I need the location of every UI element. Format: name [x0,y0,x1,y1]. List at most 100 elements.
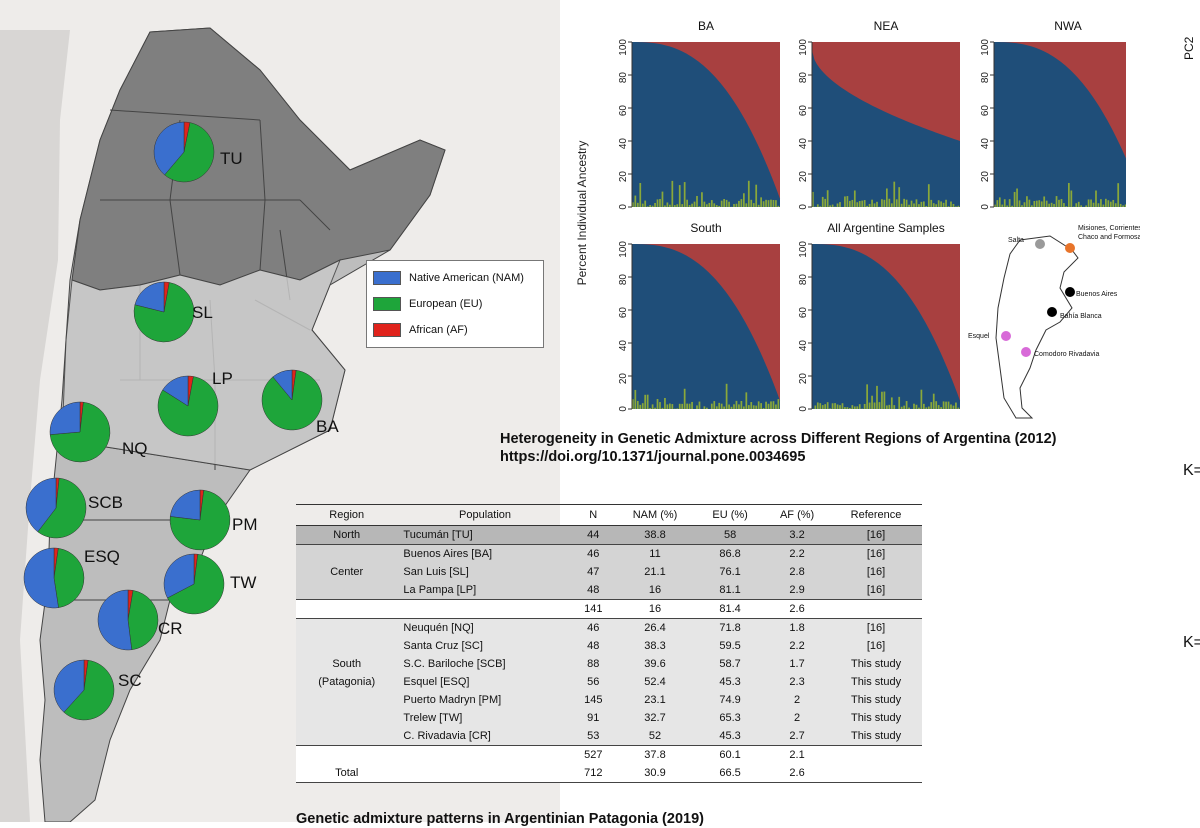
african-bar [945,200,947,207]
african-bar [667,404,669,409]
table-cell: Center [296,563,397,581]
african-bar [1107,200,1109,207]
legend-entry-af: African (AF) [373,323,468,337]
african-bar [1112,200,1114,207]
african-bar [916,405,918,409]
inset-city-1: Misiones, Corrientes,Chaco and Formosa [1065,225,1140,253]
pie-label-tw: TW [230,573,256,592]
african-bar [743,193,745,207]
y-tick-label: 80 [798,72,809,84]
y-tick-label: 20 [798,171,809,183]
y-tick-label: 100 [618,39,629,56]
african-bar [1070,190,1072,207]
table-cell: Neuquén [NQ] [397,619,572,638]
table-cell: 52.4 [614,673,696,691]
table-cell: 74.9 [696,691,764,709]
legend-swatch-af [373,323,401,337]
y-tick-label: 80 [980,72,991,84]
african-bar [856,406,858,409]
african-bar [711,404,713,409]
y-tick-label: 100 [618,241,629,258]
table-cell: San Luis [SL] [397,563,572,581]
african-bar [701,192,703,207]
table-cell: C. Rivadavia [CR] [397,727,572,746]
table-cell: 91 [573,709,614,727]
y-tick-label: 80 [798,274,809,286]
african-bar [770,401,772,409]
african-bar [1048,204,1050,207]
african-bar [1117,183,1119,207]
african-bar [1122,205,1124,207]
african-bar [876,202,878,207]
inset-city-label: Misiones, Corrientes,Chaco and Formosa [1078,225,1140,241]
african-bar [1033,201,1035,207]
table-cell: 2.1 [764,746,830,765]
inset-city-4: Esquel [968,331,1011,341]
african-bar [684,182,686,207]
table-cell: This study [830,727,922,746]
african-bar [659,402,661,409]
inset-city-dot [1065,287,1075,297]
african-bar [871,396,873,409]
table-cell: 44 [573,526,614,545]
african-bar [768,404,770,409]
table-cell: 45.3 [696,673,764,691]
african-bar [1063,203,1065,207]
african-bar [775,200,777,207]
african-bar [634,390,636,409]
african-bar [921,390,923,409]
table-cell: Trelew [TW] [397,709,572,727]
african-bar [760,403,762,409]
african-bar [676,204,678,207]
african-bar [755,406,757,409]
african-bar [1001,205,1003,207]
african-bar [765,200,767,207]
african-bar [891,397,893,409]
table-cell: 32.7 [614,709,696,727]
legend-label-eu: European (EU) [409,298,482,310]
admixture-panel-title-4: All Argentine Samples [827,221,944,235]
african-bar [704,202,706,207]
table-header-cell: N [573,505,614,526]
african-bar [903,406,905,409]
african-bar [1061,199,1063,207]
table-cell: 1.7 [764,655,830,673]
african-bar [898,187,900,207]
african-bar [886,405,888,409]
table-cell: 2 [764,691,830,709]
african-bar [849,201,851,207]
african-bar [676,408,678,409]
table-cell [397,764,572,783]
african-bar [876,386,878,409]
y-tick-label: 100 [798,241,809,258]
table-cell: 30.9 [614,764,696,783]
table-cell: 141 [573,600,614,619]
african-bar [1056,196,1058,207]
african-bar [728,202,730,207]
african-bar [731,407,733,409]
african-bar [866,384,868,409]
y-tick-label: 0 [618,406,629,412]
caption-doi: https://doi.org/10.1371/journal.pone.003… [500,448,1057,466]
african-bar [1031,205,1033,207]
legend-swatch-nam [373,271,401,285]
edge-text-k2: K= [1183,634,1200,652]
admixture-panel-title-1: NEA [874,19,899,33]
table-cell: 71.8 [696,619,764,638]
african-bar [881,199,883,207]
pie-label-nq: NQ [122,439,148,458]
inset-city-label: Salta [1008,237,1024,244]
table-cell: 58 [696,526,764,545]
table-cell: 58.7 [696,655,764,673]
y-tick-label: 80 [618,274,629,286]
table-cell [296,709,397,727]
table-cell: 81.4 [696,600,764,619]
table-cell: 48 [573,581,614,600]
african-bar [745,392,747,409]
african-bar [849,408,851,409]
table-cell: [16] [830,581,922,600]
african-bar [1006,205,1008,207]
